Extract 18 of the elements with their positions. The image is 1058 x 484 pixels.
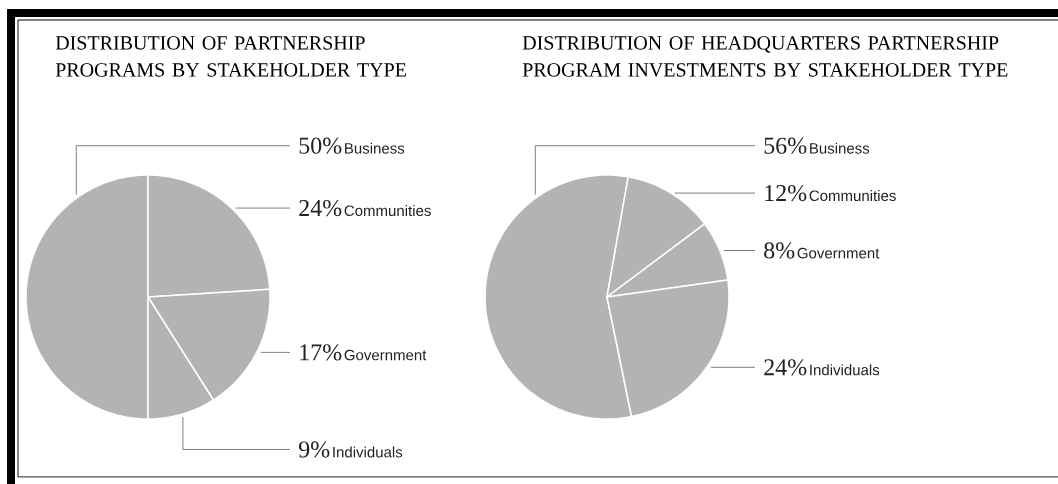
slice-label: Individuals xyxy=(810,364,880,376)
data-label: 24% xyxy=(299,199,342,217)
data-label: 12% xyxy=(765,184,807,202)
slice-label: Government xyxy=(797,247,880,259)
slice-label: Individuals xyxy=(333,446,403,458)
slice-label: Business xyxy=(345,142,405,154)
data-label: 8% xyxy=(764,242,795,259)
slice-label: Communities xyxy=(344,205,431,217)
data-label: 24% xyxy=(764,359,807,376)
data-label: 9% xyxy=(298,441,330,458)
slice-label: Business xyxy=(810,142,870,154)
chart-title: DISTRIBUTION OF HEADQUARTERS PARTNERSHIP PROGRAM INVESTMENTS BY STAKEHOLDER TYPE xyxy=(522,36,1008,77)
data-label: 56% xyxy=(764,137,807,154)
slice-label: Communities xyxy=(809,190,896,202)
slice-label: Government xyxy=(344,349,427,361)
data-label: 17% xyxy=(300,344,342,361)
data-label: 50% xyxy=(299,137,342,154)
chart-title: DISTRIBUTION OF PARTNERSHIP PROGRAMS BY STAKEHOLDER TYPE xyxy=(55,36,406,77)
